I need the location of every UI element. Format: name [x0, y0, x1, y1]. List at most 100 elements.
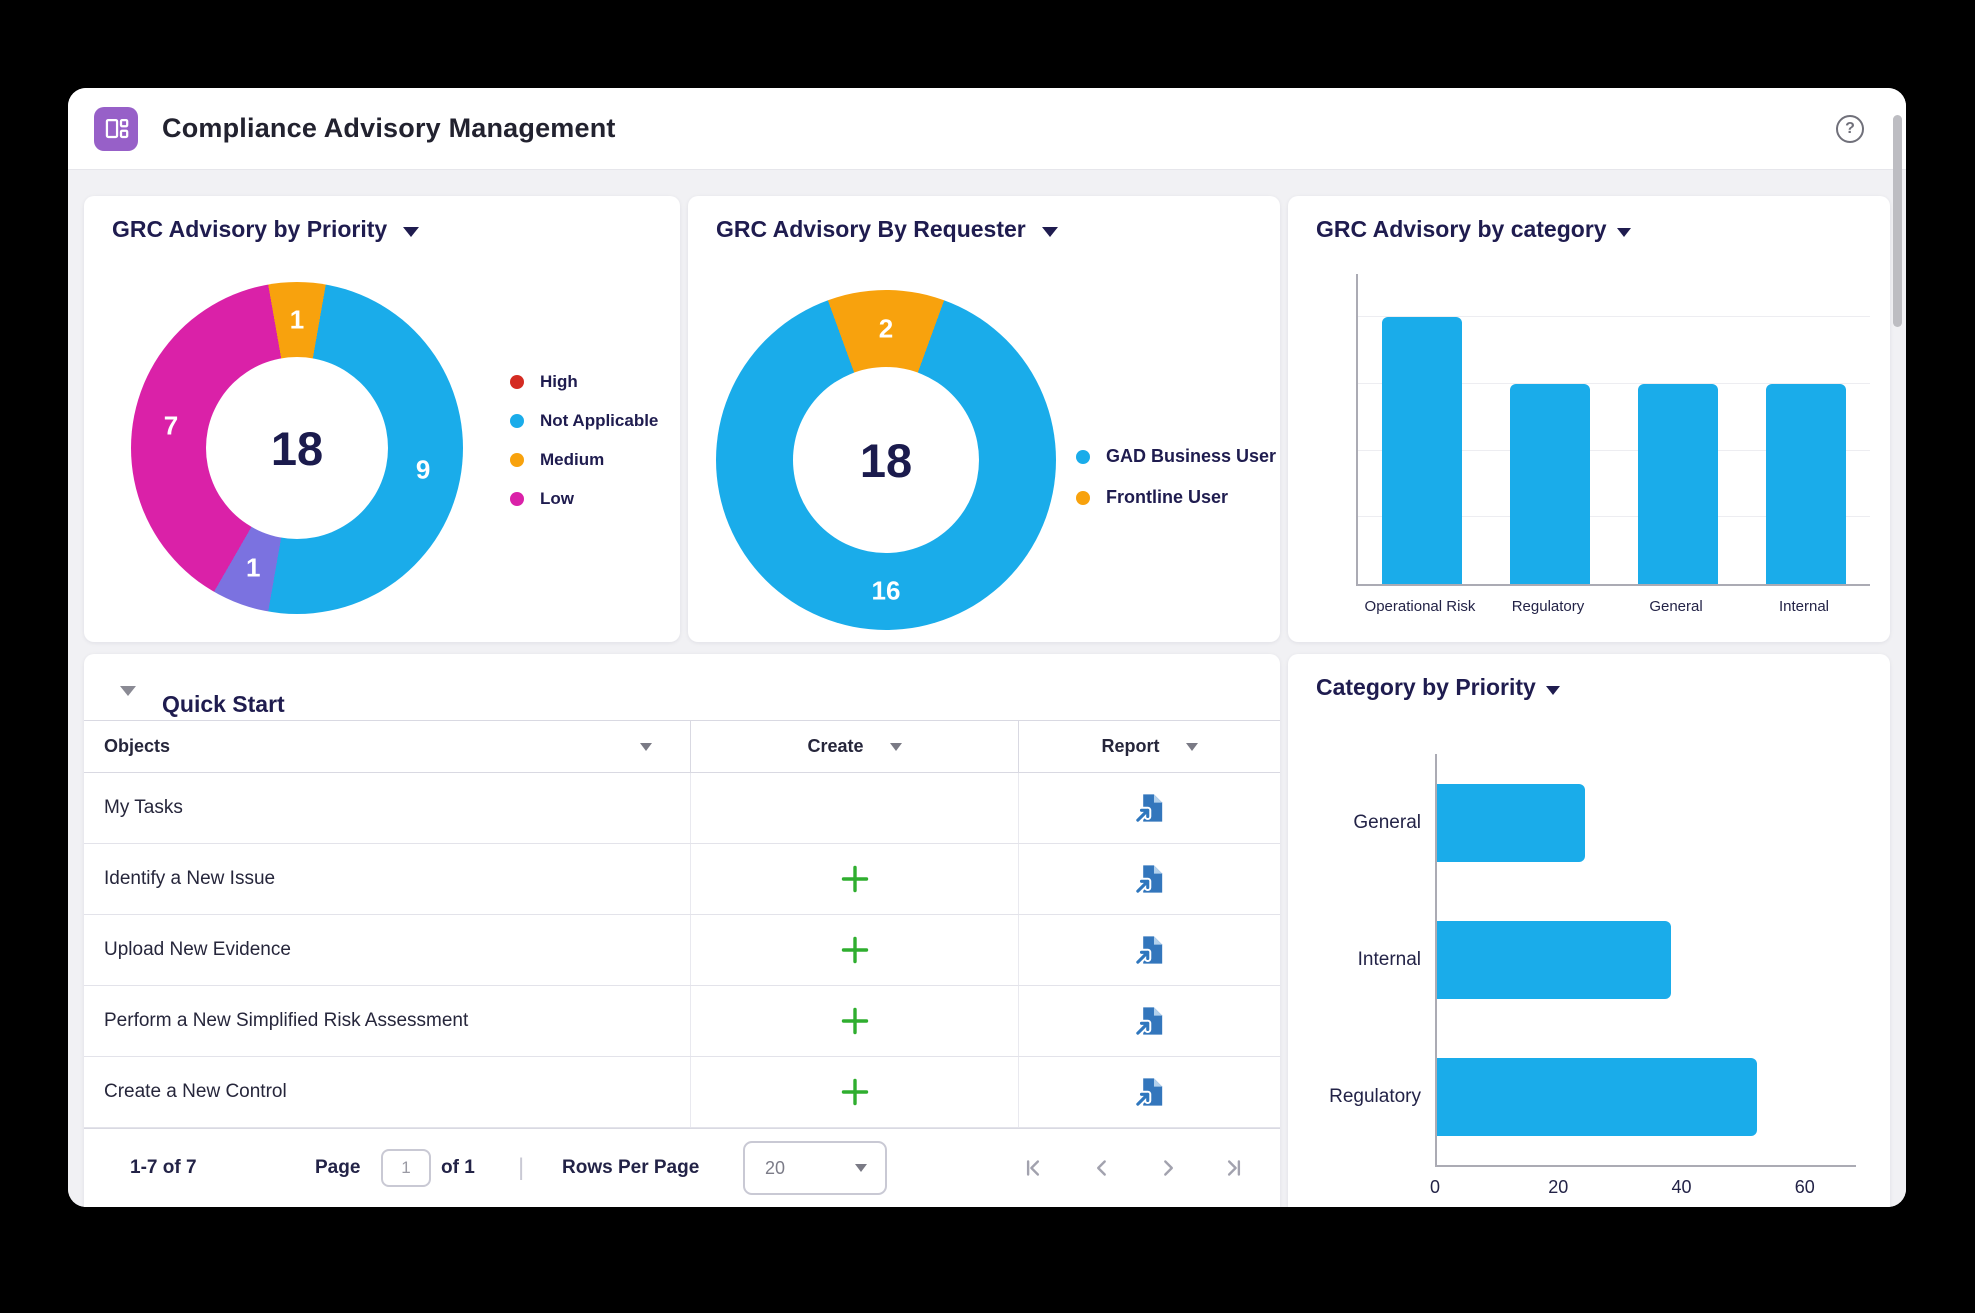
report-icon[interactable]: [1133, 1004, 1167, 1038]
legend-label: Medium: [540, 450, 605, 469]
page-number-input[interactable]: [381, 1149, 431, 1187]
legend-item[interactable]: GAD Business User: [1076, 446, 1276, 467]
gridline: [1358, 316, 1870, 318]
create-cell: [690, 986, 1018, 1056]
donut-hole: 18: [793, 367, 979, 553]
x-axis-tick: 20: [1548, 1177, 1569, 1197]
legend-dot: [510, 453, 524, 467]
chevron-down-icon: [403, 227, 420, 237]
bar-regulatory[interactable]: [1510, 384, 1590, 584]
previous-page-icon[interactable]: [1089, 1155, 1115, 1181]
x-axis-label: Regulatory: [1511, 598, 1585, 615]
create-plus-icon[interactable]: [840, 1077, 870, 1107]
create-cell: [690, 844, 1018, 914]
bar-regulatory[interactable]: [1437, 1057, 1758, 1136]
table-row: Upload New Evidence: [84, 915, 1280, 986]
panel-grc-advisory-by-category: GRC Advisory by category Operational Ris…: [1288, 196, 1890, 642]
report-cell: [1018, 773, 1280, 843]
bar-internal[interactable]: [1437, 920, 1672, 999]
create-plus-icon[interactable]: [840, 935, 870, 965]
chevron-down-icon[interactable]: [1185, 742, 1198, 751]
x-axis-tick: 60: [1794, 1177, 1815, 1197]
requester-legend: GAD Business User Frontline User: [1076, 446, 1276, 508]
chart-title-category-by-priority[interactable]: Category by Priority: [1316, 674, 1560, 701]
table-row: Create a New Control: [84, 1057, 1280, 1128]
donut-segment-value: 1: [289, 304, 305, 335]
table-row: My Tasks: [84, 773, 1280, 844]
legend-label: GAD Business User: [1106, 446, 1277, 466]
chart-title-requester-text: GRC Advisory By Requester: [716, 216, 1026, 242]
quick-start-table: Objects Create Report My Tasks Identify …: [84, 720, 1280, 1128]
x-axis-label: General: [1649, 598, 1703, 615]
row-range-label: 1-7 of 7: [130, 1157, 197, 1178]
object-link[interactable]: Identify a New Issue: [104, 868, 276, 889]
donut-total-value: 18: [270, 421, 324, 475]
create-cell: [690, 1057, 1018, 1127]
report-icon[interactable]: [1133, 933, 1167, 967]
y-axis-label: Internal: [1357, 948, 1421, 970]
chart-title-priority-text: GRC Advisory by Priority: [112, 216, 388, 242]
category-by-priority-bar-chart[interactable]: [1435, 754, 1856, 1167]
column-header-objects[interactable]: Objects: [84, 721, 690, 772]
panel-category-by-priority: Category by Priority General Internal Regu…: [1288, 654, 1890, 1207]
page-title: Compliance Advisory Management: [162, 113, 616, 143]
create-plus-icon[interactable]: [840, 864, 870, 894]
legend-item[interactable]: High: [510, 372, 658, 392]
next-page-icon[interactable]: [1155, 1155, 1181, 1181]
bar-general[interactable]: [1638, 384, 1718, 584]
category-by-priority-axis-labels: General Internal Regulatory: [1288, 754, 1421, 1167]
bar-general[interactable]: [1437, 783, 1585, 862]
bar-operational-risk[interactable]: [1382, 317, 1462, 584]
chevron-down-icon[interactable]: [640, 742, 652, 751]
last-page-icon[interactable]: [1221, 1155, 1247, 1181]
legend-item[interactable]: Frontline User: [1076, 487, 1276, 508]
chevron-down-icon[interactable]: [889, 742, 902, 751]
page-of-label: of 1: [441, 1157, 475, 1178]
legend-dot: [510, 492, 524, 506]
report-icon[interactable]: [1133, 862, 1167, 896]
object-link[interactable]: Upload New Evidence: [104, 939, 291, 960]
first-page-icon[interactable]: [1020, 1155, 1046, 1181]
app-window: Compliance Advisory Management ? GRC Adv…: [68, 88, 1906, 1207]
x-axis-label: Internal: [1778, 598, 1830, 615]
category-bar-chart[interactable]: [1356, 274, 1870, 586]
help-icon[interactable]: ?: [1836, 114, 1864, 143]
legend-item[interactable]: Low: [510, 489, 658, 509]
app-grid-icon[interactable]: [94, 106, 138, 151]
object-link[interactable]: Perform a New Simplified Risk Assessment: [104, 1010, 469, 1031]
gridline: [1358, 449, 1870, 451]
report-icon[interactable]: [1133, 1075, 1167, 1109]
rows-per-page-select[interactable]: 20: [743, 1141, 887, 1195]
column-header-report-label: Report: [1101, 736, 1160, 756]
collapse-caret-icon[interactable]: [120, 686, 136, 696]
object-link[interactable]: My Tasks: [104, 797, 183, 818]
chevron-down-icon: [1545, 685, 1560, 695]
category-axis-labels: Operational Risk Regulatory General Interna…: [1356, 596, 1870, 640]
donut-total-value: 18: [859, 433, 913, 487]
legend-label: Not Applicable: [540, 411, 659, 430]
legend-dot: [510, 414, 524, 428]
donut-segment-value: 1: [245, 552, 261, 583]
gridline: [1358, 516, 1870, 518]
chart-title-priority[interactable]: GRC Advisory by Priority: [112, 216, 420, 243]
table-row: Perform a New Simplified Risk Assessment: [84, 986, 1280, 1057]
quick-start-pagination: 1-7 of 7 Page of 1 | Rows Per Page 20: [84, 1128, 1280, 1207]
chevron-down-icon: [855, 1164, 867, 1172]
object-link[interactable]: Create a New Control: [104, 1081, 287, 1102]
quick-start-rows: My Tasks Identify a New Issue Upload New…: [84, 773, 1280, 1128]
create-plus-icon[interactable]: [840, 1006, 870, 1036]
bar-internal[interactable]: [1766, 384, 1846, 584]
requester-donut-chart[interactable]: 18 2 16: [716, 290, 1056, 630]
vertical-scrollbar[interactable]: [1893, 115, 1902, 327]
column-header-create[interactable]: Create: [690, 721, 1018, 772]
chart-title-requester[interactable]: GRC Advisory By Requester: [716, 216, 1058, 243]
column-header-report[interactable]: Report: [1018, 721, 1280, 772]
chevron-down-icon: [1616, 227, 1631, 237]
page-label: Page: [315, 1157, 361, 1178]
legend-item[interactable]: Medium: [510, 450, 658, 470]
chart-title-category[interactable]: GRC Advisory by category: [1316, 216, 1631, 243]
category-by-priority-tick-labels: 0 20 40 60: [1430, 1177, 1856, 1203]
report-icon[interactable]: [1133, 791, 1167, 825]
legend-item[interactable]: Not Applicable: [510, 411, 658, 431]
